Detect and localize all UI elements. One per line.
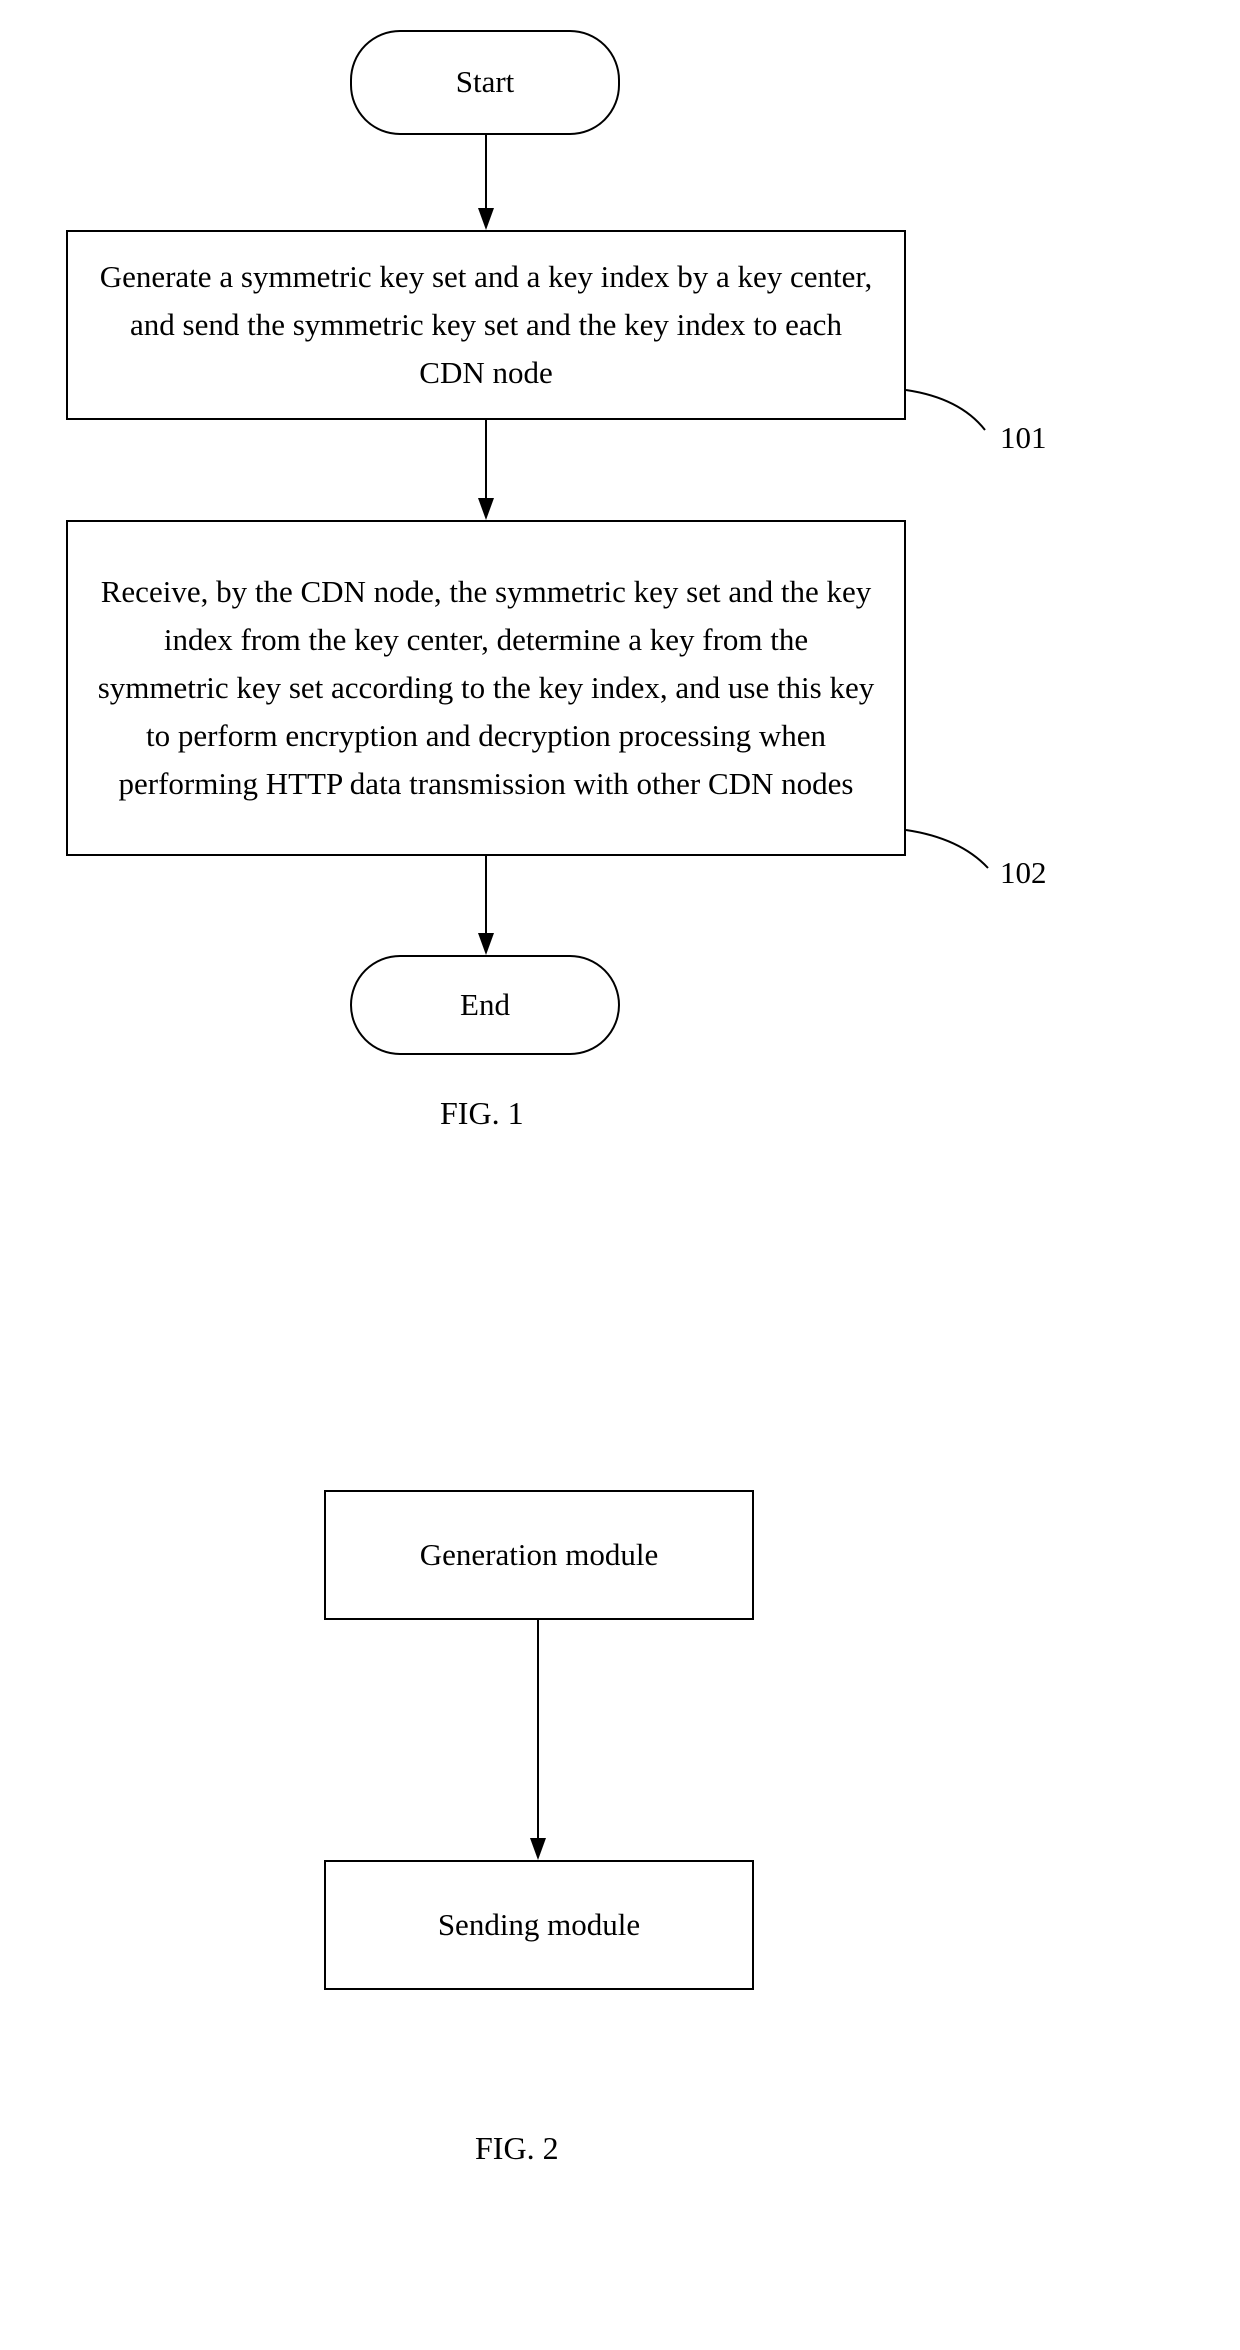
sending-module-label: Sending module xyxy=(438,1901,640,1949)
fig2-caption: FIG. 2 xyxy=(475,2130,559,2167)
sending-module-box: Sending module xyxy=(324,1860,754,1990)
arrow-gen-to-send xyxy=(0,0,1240,2350)
